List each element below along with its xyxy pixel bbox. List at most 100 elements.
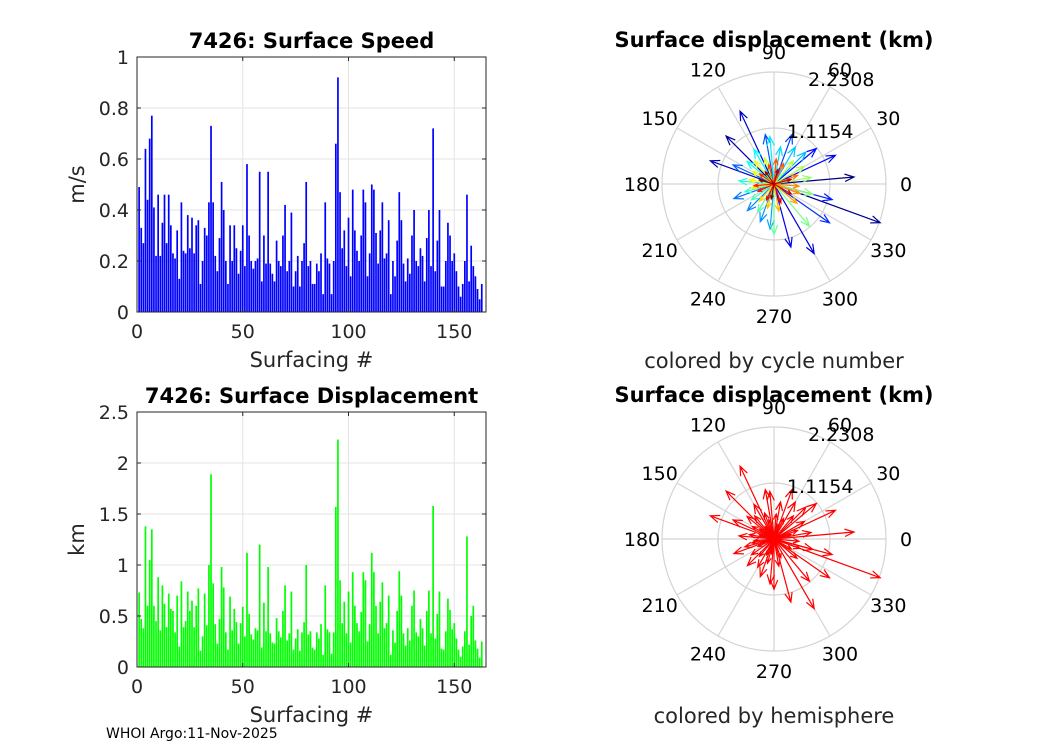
bar (159, 255, 162, 312)
bar (364, 202, 367, 312)
bar (260, 281, 263, 312)
bar (366, 276, 369, 312)
bar (328, 263, 331, 312)
bar (273, 281, 276, 312)
bar (394, 642, 396, 667)
bar (248, 613, 250, 667)
bar (284, 204, 286, 312)
displacement-vector (773, 183, 793, 249)
bar (260, 647, 263, 667)
bar (444, 261, 447, 312)
bar (195, 605, 198, 667)
bar (286, 271, 289, 312)
displacement-vector (724, 134, 775, 185)
displacement-vector (773, 500, 797, 540)
bar (176, 595, 179, 667)
bar (258, 171, 261, 312)
chart-caption: colored by cycle number (644, 349, 904, 373)
bar (354, 230, 356, 312)
bar (356, 250, 358, 312)
displacement-vector (770, 538, 775, 556)
bar (273, 643, 276, 667)
bar (451, 261, 454, 312)
bar (182, 627, 185, 667)
displacement-vector (773, 514, 795, 540)
y-tick-label: 0 (117, 302, 129, 324)
displacement-vector (756, 538, 775, 548)
bar (210, 125, 212, 312)
bar (138, 187, 140, 312)
bar (442, 649, 445, 667)
bar (347, 591, 350, 667)
radius-label: 2.2308 (808, 424, 874, 446)
bar (167, 194, 170, 312)
bar (345, 633, 348, 667)
displacement-vector (708, 159, 775, 185)
bar (320, 253, 322, 312)
bar (377, 633, 379, 667)
x-tick-label: 0 (131, 676, 143, 698)
bar (233, 225, 236, 312)
bar (311, 647, 314, 667)
bar (364, 580, 367, 667)
y-tick-label: 1 (117, 555, 129, 577)
bar (423, 281, 426, 312)
bar (254, 261, 257, 312)
displacement-vector (773, 183, 781, 213)
chart-title: Surface displacement (km) (614, 383, 933, 407)
y-tick-label: 0.2 (99, 251, 129, 273)
chart-title: 7426: Surface Displacement (145, 384, 478, 408)
angle-label: 300 (822, 643, 858, 665)
bar (271, 642, 274, 667)
bar (178, 646, 181, 667)
displacement-vector (731, 519, 775, 540)
bar (250, 261, 253, 312)
bar (417, 266, 420, 312)
bar (478, 657, 481, 667)
bar (311, 283, 314, 312)
bar (402, 263, 405, 312)
bar (229, 596, 231, 667)
y-tick-label: 2 (117, 453, 129, 475)
displacement-vector (773, 505, 808, 540)
bar (470, 616, 473, 667)
bar (464, 631, 466, 667)
bar (453, 623, 456, 667)
bar (248, 235, 250, 312)
displacement-vector (758, 183, 775, 203)
bar (144, 526, 147, 667)
bar (381, 202, 384, 312)
displacement-vector (773, 509, 837, 540)
angle-label: 120 (690, 60, 726, 82)
bar (328, 632, 331, 667)
plot-frame (136, 411, 487, 668)
bar (193, 253, 195, 312)
bar (324, 202, 327, 312)
bar (150, 115, 153, 313)
bar (400, 220, 403, 312)
bar (362, 572, 365, 667)
polar-ring (661, 71, 887, 297)
displacement-vector (758, 538, 775, 558)
bar (220, 567, 223, 667)
bar (379, 601, 382, 667)
bar (193, 627, 195, 667)
bar (150, 529, 153, 667)
bar (288, 633, 291, 667)
radius-label: 2.2308 (808, 69, 874, 91)
bar (398, 571, 401, 667)
bar (246, 552, 248, 667)
displacement-vector (773, 538, 815, 610)
bar (167, 593, 170, 667)
bar (275, 240, 278, 312)
bar (389, 294, 392, 312)
angle-label: 180 (624, 174, 660, 196)
bar (440, 286, 443, 312)
bar (402, 633, 405, 667)
angle-label: 120 (690, 415, 726, 437)
x-tick-label: 0 (131, 321, 143, 343)
bar (379, 230, 382, 312)
polar-cycle-chart: Surface displacement (km) 0 30 60 90 120 150 18… (614, 28, 933, 373)
bar (428, 590, 430, 667)
